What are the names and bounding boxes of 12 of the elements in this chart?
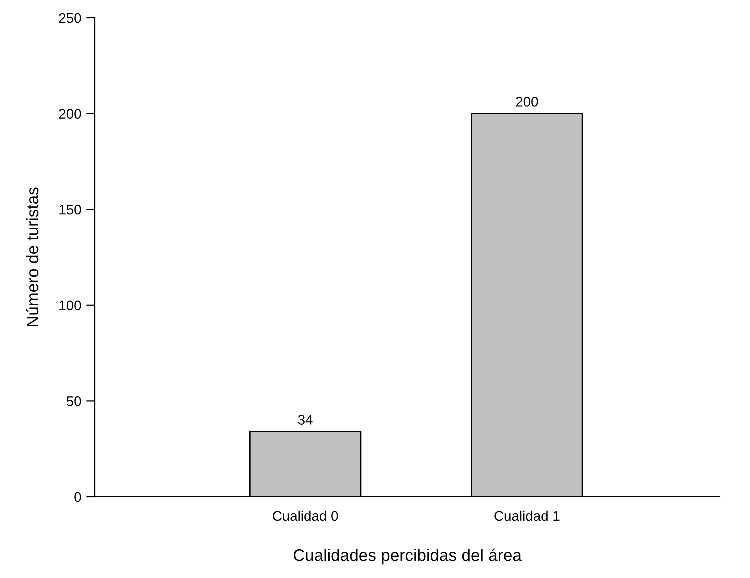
y-tick-label: 250 xyxy=(59,13,82,24)
y-tick-label: 200 xyxy=(59,109,82,119)
x-axis-title: Cualidades percibidas del área xyxy=(294,548,522,565)
x-tick-label: Cualidad 0 xyxy=(273,510,338,522)
x-tick-label: Cualidad 1 xyxy=(494,510,560,522)
y-tick-label: 0 xyxy=(74,492,82,502)
y-tick-label: 50 xyxy=(66,396,82,406)
y-axis-title: Número de turistas xyxy=(26,188,39,327)
data-label: 200 xyxy=(516,97,538,107)
y-tick-label: 100 xyxy=(60,300,82,311)
data-label: 34 xyxy=(298,415,313,425)
y-tick-label: 150 xyxy=(60,204,82,215)
